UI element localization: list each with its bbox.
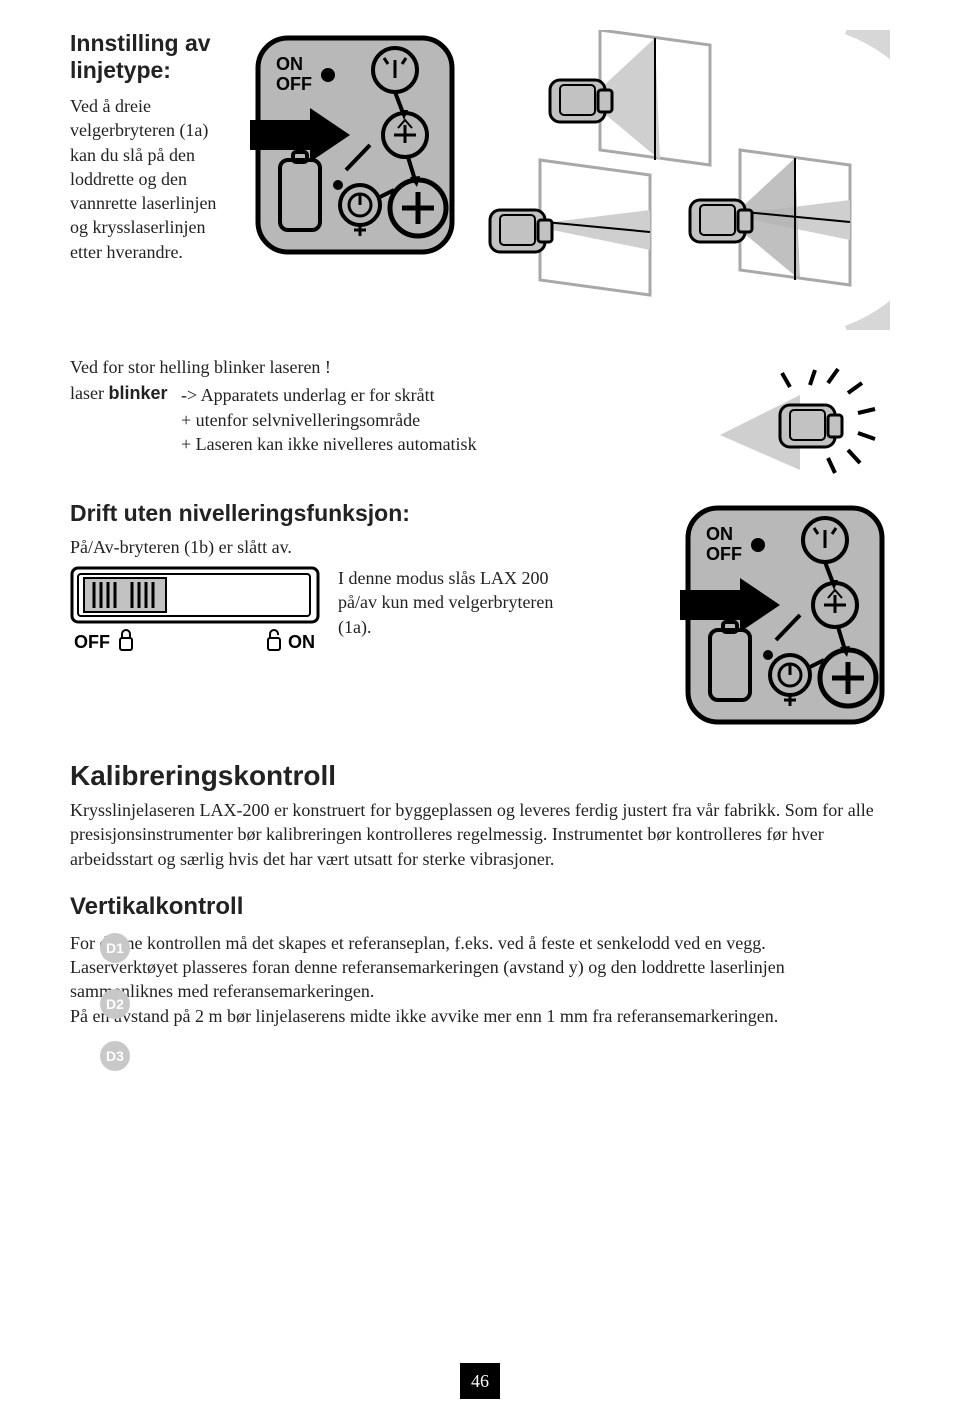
section1-body: Ved å dreie velgerbryteren (1a) kan du s… — [70, 94, 230, 264]
blinker-label: blinker — [108, 383, 167, 403]
section4-body: Krysslinjelaseren LAX-200 er konstruert … — [70, 798, 890, 871]
d2-text: Laserverktøyet plasseres foran denne ref… — [70, 955, 890, 1004]
control-panel-figure-1: ON OFF — [250, 30, 460, 260]
section-vertikalkontroll: Vertikalkontroll D1 For denne kontrollen… — [70, 893, 890, 1028]
section3-body: I denne modus slås LAX 200 på/av kun med… — [338, 566, 578, 656]
section-drift: Drift uten nivelleringsfunksjon: På/Av-b… — [70, 500, 890, 730]
section-warning: Ved for stor helling blinker laseren ! l… — [70, 355, 890, 475]
marker-d1: D1 — [100, 933, 130, 963]
arrow-line: -> Apparatets underlag er for skrått — [181, 383, 477, 407]
laser-blinker-row: laser blinker -> Apparatets underlag er … — [70, 383, 690, 456]
section-linjetype: Innstilling av linjetype: Ved å dreie ve… — [70, 30, 890, 330]
section3-heading: Drift uten nivelleringsfunksjon: — [70, 500, 640, 527]
section2-text: Ved for stor helling blinker laseren ! l… — [70, 355, 690, 456]
panel-on-label: ON — [276, 54, 303, 74]
off-on-switch-figure: OFF ON — [70, 566, 320, 656]
laser-projection-figure — [480, 30, 890, 330]
section2-line1: Ved for stor helling blinker laseren ! — [70, 355, 690, 379]
d1-text: For denne kontrollen må det skapes et re… — [70, 931, 890, 955]
section-kalibrering: Kalibreringskontroll Krysslinjelaseren L… — [70, 760, 890, 871]
section3-sub: På/Av-bryteren (1b) er slått av. — [70, 537, 640, 558]
page-number: 46 — [460, 1363, 500, 1399]
section4-heading: Kalibreringskontroll — [70, 760, 890, 792]
section5-heading: Vertikalkontroll — [70, 893, 890, 921]
svg-text:ON: ON — [706, 524, 733, 544]
svg-text:ON: ON — [288, 632, 315, 652]
laser-label: laser — [70, 383, 104, 403]
plus-line-1: + utenfor selvnivelleringsområde — [181, 408, 477, 432]
blinking-laser-figure — [710, 355, 890, 475]
marker-d2: D2 — [100, 989, 130, 1019]
svg-text:OFF: OFF — [74, 632, 110, 652]
svg-text:OFF: OFF — [706, 544, 742, 564]
marker-d3: D3 — [100, 1041, 130, 1071]
control-panel-figure-2: ON OFF — [680, 500, 890, 730]
section1-text: Innstilling av linjetype: Ved å dreie ve… — [70, 30, 230, 330]
section1-heading: Innstilling av linjetype: — [70, 30, 230, 84]
d3-text: På en avstand på 2 m bør linjelaserens m… — [70, 1004, 890, 1028]
panel-off-label: OFF — [276, 74, 312, 94]
plus-line-2: + Laseren kan ikke nivelleres automatisk — [181, 432, 477, 456]
